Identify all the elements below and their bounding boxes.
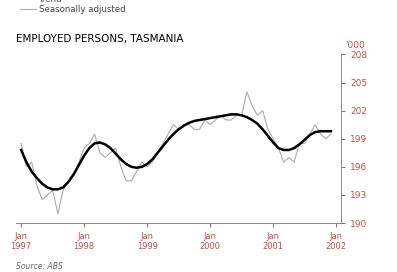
Text: '000: '000 <box>345 41 365 50</box>
Legend: Trend, Seasonally adjusted: Trend, Seasonally adjusted <box>20 0 126 14</box>
Text: Source: ABS: Source: ABS <box>16 262 63 271</box>
Text: EMPLOYED PERSONS, TASMANIA: EMPLOYED PERSONS, TASMANIA <box>16 33 183 44</box>
